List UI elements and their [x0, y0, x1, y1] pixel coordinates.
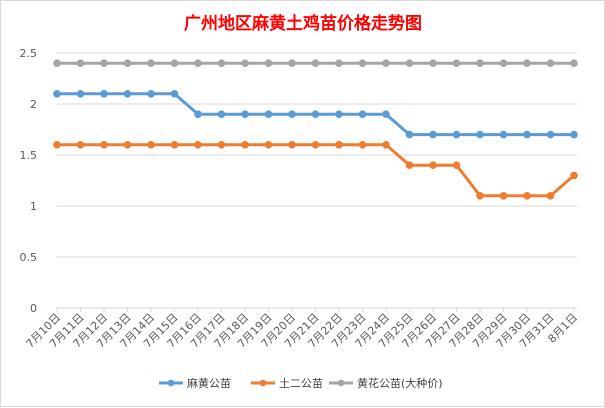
data-point: [523, 59, 531, 68]
data-point: [123, 141, 132, 149]
data-point: [264, 59, 273, 68]
data-point: [382, 141, 390, 149]
data-point: [170, 141, 179, 149]
data-point: [499, 130, 508, 139]
data-point: [311, 59, 320, 68]
data-point: [241, 110, 249, 118]
data-point: [217, 141, 226, 149]
data-point: [405, 59, 414, 68]
legend-item: 黄花公苗(大种价): [329, 376, 443, 390]
legend: 麻黄公苗 土二公苗 黄花公苗(大种价): [159, 376, 443, 390]
data-point: [523, 130, 531, 139]
grid-lines: [57, 52, 577, 309]
data-point: [288, 141, 296, 149]
data-point: [288, 59, 296, 68]
data-point: [570, 171, 578, 180]
data-point: [476, 59, 484, 68]
data-point: [123, 90, 132, 98]
data-point: [546, 130, 555, 139]
data-point: [546, 59, 555, 68]
data-point: [335, 110, 343, 118]
data-point: [147, 90, 155, 98]
data-point: [429, 161, 437, 169]
series-group: [53, 141, 578, 200]
data-point: [429, 59, 437, 68]
legend-label: 土二公苗: [279, 377, 323, 390]
chart-title: 广州地区麻黄土鸡苗价格走势图: [184, 13, 422, 34]
data-point: [53, 59, 61, 68]
data-point: [194, 141, 202, 149]
data-point: [546, 192, 555, 200]
legend-marker: [259, 379, 267, 387]
y-tick-label: 2.5: [20, 47, 38, 60]
y-tick-label: 0: [30, 302, 37, 315]
data-point: [452, 161, 461, 169]
data-point: [335, 59, 343, 68]
data-point: [358, 110, 367, 118]
data-point: [429, 130, 437, 139]
data-point: [523, 192, 531, 200]
data-point: [452, 59, 461, 68]
x-axis-ticks: 7月10日7月11日7月12日7月13日7月14日7月15日7月16日7月17日…: [24, 308, 580, 351]
data-point: [241, 59, 249, 68]
data-point: [100, 90, 108, 98]
data-point: [382, 59, 390, 68]
y-tick-label: 1: [30, 200, 37, 213]
data-point: [335, 141, 343, 149]
data-point: [264, 141, 273, 149]
data-point: [405, 130, 414, 139]
data-point: [476, 130, 484, 139]
data-point: [499, 59, 508, 68]
series-group: [53, 59, 578, 68]
data-point: [147, 141, 155, 149]
data-point: [358, 141, 367, 149]
data-point: [217, 110, 226, 118]
data-point: [100, 59, 108, 68]
data-point: [311, 110, 320, 118]
data-point: [76, 59, 85, 68]
data-point: [194, 59, 202, 68]
data-point: [170, 59, 179, 68]
legend-marker: [337, 379, 345, 387]
data-point: [288, 110, 296, 118]
data-point: [570, 59, 578, 68]
data-point: [53, 90, 61, 98]
data-point: [358, 59, 367, 68]
data-point: [405, 161, 414, 169]
legend-marker: [167, 379, 175, 387]
y-tick-label: 2: [30, 98, 37, 111]
data-point: [570, 130, 578, 139]
data-point: [217, 59, 226, 68]
series-group: [53, 90, 578, 139]
data-point: [452, 130, 461, 139]
data-point: [76, 141, 85, 149]
legend-item: 麻黄公苗: [159, 376, 231, 390]
data-point: [123, 59, 132, 68]
data-point: [170, 90, 179, 98]
data-point: [311, 141, 320, 149]
data-point: [147, 59, 155, 68]
legend-item: 土二公苗: [251, 377, 323, 390]
data-point: [264, 110, 273, 118]
data-point: [476, 192, 484, 200]
series-lines: [53, 59, 578, 200]
data-point: [499, 192, 508, 200]
data-point: [53, 141, 61, 149]
data-point: [382, 110, 390, 118]
data-point: [194, 110, 202, 118]
series-line: [55, 143, 576, 198]
y-tick-label: 1.5: [20, 149, 38, 162]
y-tick-label: 0.5: [20, 251, 38, 264]
data-point: [100, 141, 108, 149]
data-point: [76, 90, 85, 98]
y-axis-ticks: 0 0.5 1 1.5 2 2.5: [20, 47, 38, 315]
legend-label: 黄花公苗(大种价): [357, 376, 443, 390]
legend-label: 麻黄公苗: [187, 376, 231, 390]
data-point: [241, 141, 249, 149]
